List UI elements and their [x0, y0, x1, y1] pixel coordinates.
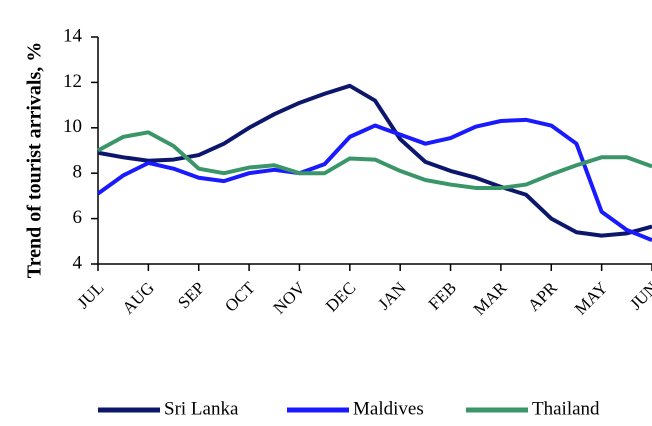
line-series	[97, 130, 652, 190]
x-tick-label: AUG	[118, 278, 157, 317]
y-axis-title: Trend of tourist arrivals, %	[24, 42, 46, 278]
line-series	[96, 117, 652, 243]
x-tick-label: JAN	[374, 278, 409, 313]
y-tick-label: 4	[73, 252, 83, 273]
y-tick-label: 10	[63, 116, 82, 137]
y-tick-label: 6	[73, 207, 83, 228]
y-tick-label: 8	[73, 162, 83, 183]
legend-label: Thailand	[532, 398, 600, 419]
x-tick-label: DEC	[322, 278, 359, 315]
legend-label: Maldives	[353, 398, 424, 419]
x-tick-label: MAR	[470, 278, 511, 319]
y-tick-label: 14	[63, 25, 83, 46]
x-tick-label: NOV	[270, 278, 310, 318]
x-tick-label: FEB	[425, 278, 460, 313]
x-tick-label: APR	[524, 278, 561, 315]
x-tick-label: SEP	[174, 278, 208, 312]
line-series	[97, 83, 652, 238]
y-tick-label: 12	[63, 71, 82, 92]
x-tick-label: JUL	[73, 278, 107, 312]
x-tick-label: MAY	[571, 278, 611, 318]
legend-label: Sri Lanka	[164, 398, 239, 419]
x-tick-label: JUN	[626, 278, 652, 313]
x-tick-label: OCT	[221, 278, 259, 316]
